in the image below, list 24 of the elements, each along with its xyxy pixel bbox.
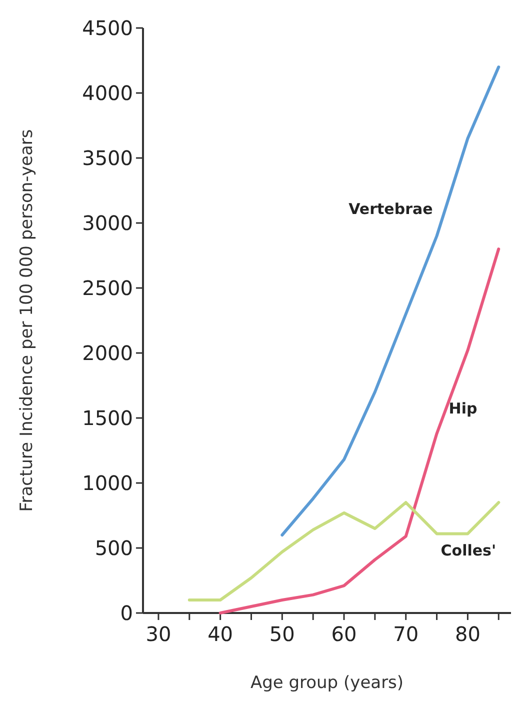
x-axis-title: Age group (years) xyxy=(250,673,404,693)
line-series xyxy=(188,501,500,602)
y-tick-label: 3500 xyxy=(82,146,133,170)
y-tick-label: 4500 xyxy=(82,16,133,40)
y-tick-label: 2500 xyxy=(82,276,133,300)
y-tick-label: 4000 xyxy=(82,81,133,105)
x-tick-label: 70 xyxy=(393,622,419,646)
x-tick-label: 30 xyxy=(146,622,172,646)
x-tick-label: 50 xyxy=(269,622,295,646)
y-tick-label: 3000 xyxy=(82,211,133,235)
series-label: Hip xyxy=(448,400,478,418)
series-label: Vertebrae xyxy=(348,200,433,218)
line-series xyxy=(218,248,500,614)
y-tick-label: 2000 xyxy=(82,341,133,365)
x-tick-label: 60 xyxy=(331,622,357,646)
y-tick-label: 0 xyxy=(120,601,133,625)
y-axis-title: Fracture Incidence per 100 000 person-years xyxy=(17,129,37,512)
series-label: Colles' xyxy=(440,542,496,560)
y-tick-label: 500 xyxy=(94,536,133,560)
y-tick-label: 1000 xyxy=(82,471,133,495)
y-tick-label: 1500 xyxy=(82,406,133,430)
x-tick-label: 80 xyxy=(454,622,480,646)
x-tick-label: 40 xyxy=(208,622,234,646)
line-series xyxy=(280,66,500,536)
